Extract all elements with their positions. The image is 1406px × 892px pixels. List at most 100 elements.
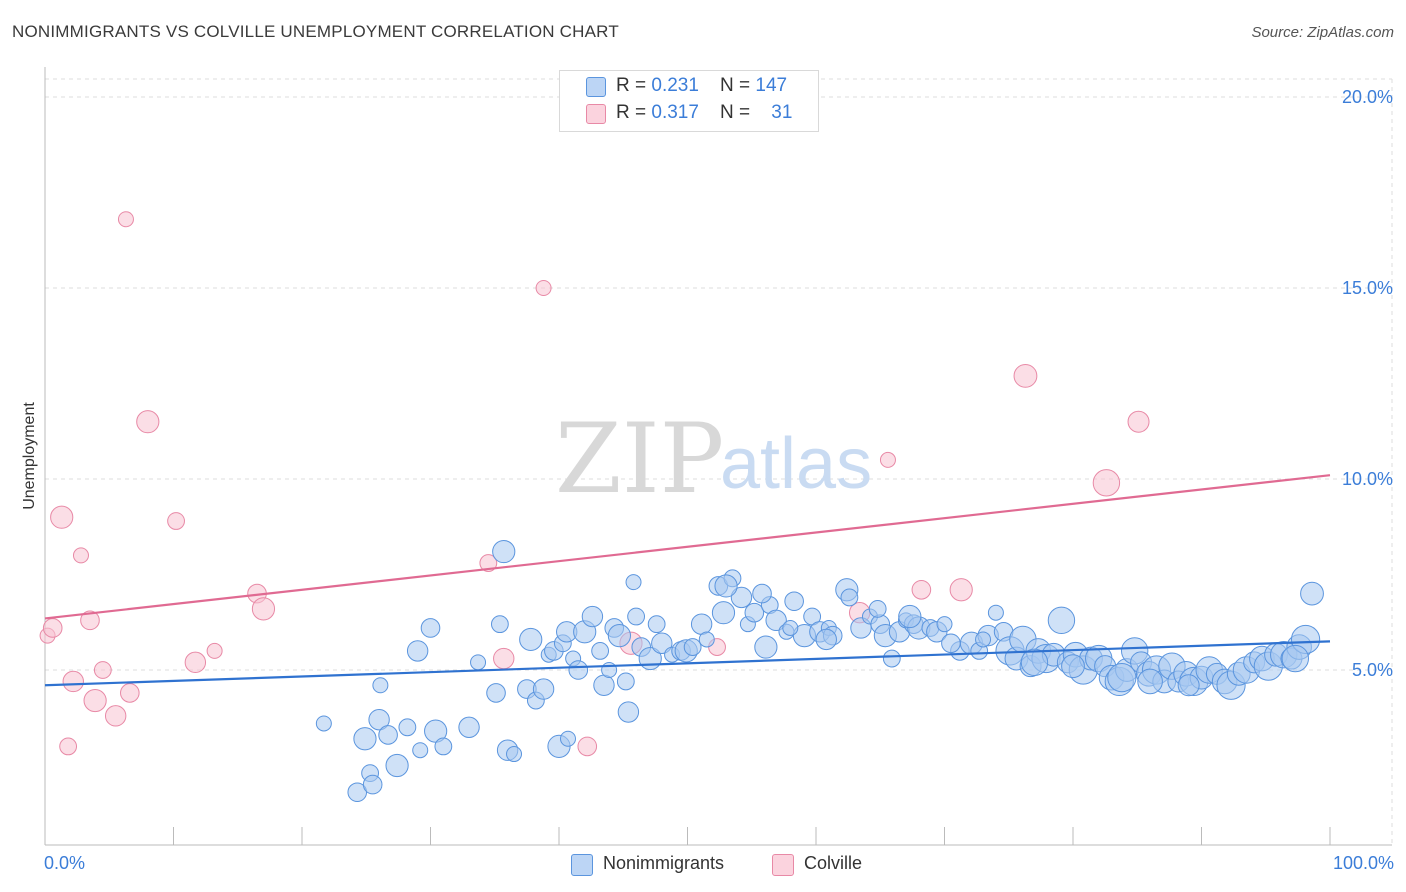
- y-tick-label: 15.0%: [1342, 278, 1393, 298]
- nonimmigrants-point: [434, 737, 453, 756]
- nonimmigrants-point: [362, 774, 383, 795]
- nonimmigrants-point: [490, 615, 509, 634]
- nonimmigrants-point: [398, 718, 417, 737]
- colville-point: [1127, 410, 1150, 433]
- nonimmigrants-point: [412, 742, 429, 759]
- nonimmigrants-point: [730, 586, 753, 609]
- colville-point: [1013, 363, 1038, 388]
- x-tick-label-min: 0.0%: [44, 853, 86, 873]
- nonimmigrants-point: [559, 730, 576, 747]
- nonimmigrants-point: [1281, 644, 1310, 673]
- colville-point: [93, 661, 112, 679]
- x-tick-label-max: 100.0%: [1332, 853, 1394, 873]
- nonimmigrants-point: [627, 607, 645, 626]
- colville-point: [251, 597, 276, 621]
- nonimmigrants-trend-line: [44, 640, 1331, 687]
- colville-point: [879, 451, 896, 468]
- colville-point: [42, 618, 63, 638]
- colville-point: [120, 683, 140, 703]
- colville-point: [80, 610, 100, 631]
- nonimmigrants-point: [651, 632, 673, 654]
- nonimmigrants-point: [532, 678, 555, 700]
- colville-point: [493, 647, 515, 670]
- nonimmigrants-point: [765, 609, 787, 632]
- nonimmigrants-point: [568, 660, 589, 680]
- series-legend: Nonimmigrants Colville: [0, 852, 1406, 878]
- nonimmigrants-point: [1107, 663, 1137, 693]
- colville-point: [136, 410, 160, 434]
- nonimmigrants-point: [941, 633, 961, 654]
- nonimmigrants-point: [936, 616, 953, 633]
- colville-point: [117, 211, 134, 228]
- nonimmigrants-point: [898, 604, 922, 629]
- watermark-zip: ZIP: [555, 403, 724, 515]
- nonimmigrants-point: [378, 725, 398, 745]
- nonimmigrants-swatch: [586, 77, 606, 97]
- nonimmigrants-point: [784, 591, 804, 612]
- nonimmigrants-point: [1177, 674, 1200, 697]
- nonimmigrants-point: [1061, 654, 1085, 679]
- colville-legend-swatch: [772, 854, 794, 876]
- nonimmigrants-point: [882, 649, 901, 668]
- axes: [44, 67, 1392, 846]
- colville-point: [184, 651, 207, 674]
- colville-point: [72, 547, 89, 564]
- colville-point: [59, 737, 78, 756]
- colville-point: [50, 505, 74, 529]
- nonimmigrants-point: [353, 727, 377, 751]
- trend-lines: [44, 474, 1331, 687]
- colville-point: [577, 736, 598, 757]
- y-tick-label: 20.0%: [1342, 87, 1393, 107]
- colville-point: [949, 578, 973, 602]
- colville-point: [535, 280, 552, 296]
- nonimmigrants-point: [470, 654, 487, 671]
- nonimmigrants-point: [840, 588, 859, 607]
- nonimmigrants-point: [616, 672, 635, 691]
- nonimmigrants-point: [752, 583, 772, 604]
- colville-point: [911, 579, 932, 600]
- nonimmigrants-point: [458, 716, 480, 738]
- chart-title: NONIMMIGRANTS VS COLVILLE UNEMPLOYMENT C…: [12, 22, 619, 41]
- nonimmigrants-point: [987, 604, 1004, 621]
- nonimmigrants-point: [486, 683, 506, 703]
- nonimmigrants-point: [744, 602, 765, 623]
- nonimmigrants-point: [754, 635, 778, 659]
- nonimmigrants-point: [1137, 668, 1163, 695]
- nonimmigrants-point: [591, 642, 610, 660]
- nonimmigrants-point: [593, 674, 615, 696]
- nonimmigrants-point: [420, 618, 441, 638]
- correlation-legend: R = 0.231 N = 147 R = 0.317 N = 31: [559, 70, 819, 132]
- nonimmigrants-point: [519, 627, 543, 652]
- nonimmigrants-point: [315, 715, 332, 732]
- colville-point: [167, 512, 185, 530]
- watermark: ZIP atlas: [555, 403, 872, 515]
- nonimmigrants-point: [647, 615, 666, 634]
- nonimmigrants-point: [714, 574, 738, 598]
- nonimmigrants-point: [368, 708, 390, 731]
- nonimmigrants-point: [975, 631, 992, 648]
- y-tick-label: 5.0%: [1352, 660, 1393, 680]
- colville-swatch: [586, 104, 606, 124]
- colville-point: [206, 642, 223, 659]
- nonimmigrants-point: [617, 701, 640, 723]
- nonimmigrants-point: [372, 677, 389, 694]
- nonimmigrants-point: [1300, 581, 1324, 606]
- nonimmigrants-point: [868, 599, 887, 618]
- y-tick-labels: 5.0% 10.0% 15.0% 20.0%: [1342, 87, 1393, 680]
- watermark-atlas: atlas: [720, 424, 872, 504]
- nonimmigrants-point: [690, 613, 713, 635]
- nonimmigrants-point: [506, 746, 523, 763]
- nonimmigrants-point: [815, 628, 837, 651]
- nonimmigrants-point: [492, 539, 516, 564]
- nonimmigrants-point: [782, 619, 799, 636]
- colville-point: [1092, 469, 1121, 497]
- nonimmigrants-point: [581, 605, 604, 628]
- colville-trend-line: [44, 474, 1331, 620]
- nonimmigrants-point: [1047, 606, 1076, 635]
- nonimmigrants-point: [698, 631, 715, 648]
- colville-point: [104, 705, 127, 727]
- nonimmigrants-point: [1020, 648, 1049, 677]
- nonimmigrants-point: [683, 638, 702, 656]
- nonimmigrants-point: [711, 601, 736, 625]
